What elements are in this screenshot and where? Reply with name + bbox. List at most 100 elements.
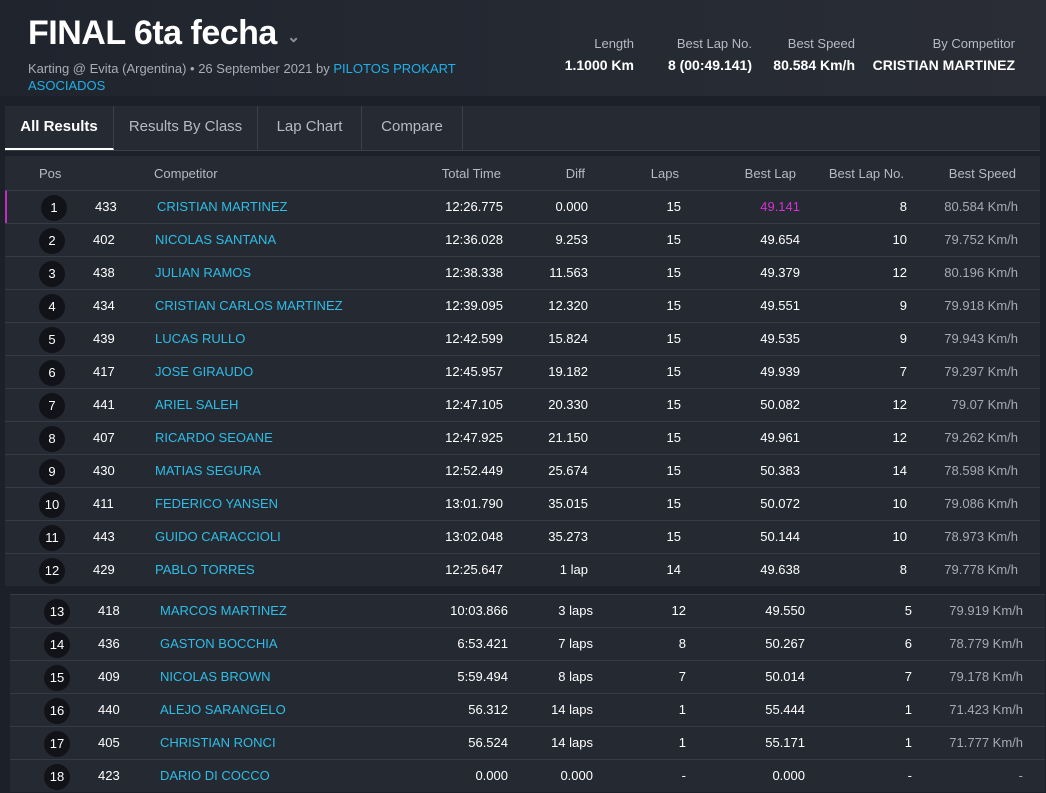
cell-competitor[interactable]: MARCOS MARTINEZ [160, 603, 287, 618]
cell-competitor[interactable]: LUCAS RULLO [155, 331, 246, 346]
tab-lap-chart[interactable]: Lap Chart [258, 106, 362, 150]
col-competitor[interactable]: Competitor [154, 166, 218, 181]
table-row[interactable]: 16 440 ALEJO SARANGELO 56.312 14 laps 1 55.444… [10, 693, 1045, 726]
cell-competitor[interactable]: DARIO DI COCCO [160, 768, 270, 783]
chevron-down-icon[interactable]: ⌄ [286, 28, 300, 46]
cell-pos: 9 [39, 459, 65, 485]
table-row[interactable]: 7 441 ARIEL SALEH 12:47.105 20.330 15 50.082 12… [5, 388, 1040, 421]
cell-kart-number: 409 [98, 669, 120, 684]
col-total-time[interactable]: Total Time [441, 166, 501, 181]
cell-best-speed: 79.262 Km/h [944, 430, 1018, 445]
results-table: Pos Competitor Total Time Diff Laps Best… [5, 156, 1045, 792]
cell-pos: 6 [39, 360, 65, 386]
cell-best-lap-no: 9 [899, 298, 907, 313]
cell-kart-number: 433 [95, 199, 117, 214]
cell-pos: 14 [44, 632, 70, 658]
table-row[interactable]: 6 417 JOSE GIRAUDO 12:45.957 19.182 15 49.939 7… [5, 355, 1040, 388]
table-row[interactable]: 18 423 DARIO DI COCCO 0.000 0.000 - 0.000 - - [10, 759, 1045, 792]
table-row[interactable]: 11 443 GUIDO CARACCIOLI 13:02.048 35.273 15 50… [5, 520, 1040, 553]
cell-best-lap-no: 1 [904, 735, 912, 750]
cell-competitor[interactable]: GUIDO CARACCIOLI [155, 529, 281, 544]
cell-kart-number: 402 [93, 232, 115, 247]
table-row[interactable]: 9 430 MATIAS SEGURA 12:52.449 25.674 15 50.383… [5, 454, 1040, 487]
table-row[interactable]: 8 407 RICARDO SEOANE 12:47.925 21.150 15 49.96… [5, 421, 1040, 454]
cell-pos: 7 [39, 393, 65, 419]
cell-competitor[interactable]: NICOLAS SANTANA [155, 232, 277, 247]
table-row[interactable]: 12 429 PABLO TORRES 12:25.647 1 lap 14 49.638 8… [5, 553, 1040, 586]
cell-pos: 4 [39, 294, 65, 320]
cell-competitor[interactable]: FEDERICO YANSEN [155, 496, 279, 511]
cell-laps: 15 [666, 298, 681, 313]
cell-competitor[interactable]: ARIEL SALEH [155, 397, 239, 412]
cell-best-speed: 79.178 Km/h [949, 669, 1023, 684]
col-pos[interactable]: Pos [39, 166, 62, 181]
cell-kart-number: 423 [98, 768, 120, 783]
stat-by-competitor-label: By Competitor [932, 36, 1015, 51]
cell-pos: 13 [44, 599, 70, 625]
stat-best-lap-no-value: 8 (00:49.141) [667, 57, 752, 73]
cell-best-speed: 78.973 Km/h [944, 529, 1018, 544]
cell-best-lap-no: 12 [892, 397, 907, 412]
tab-compare[interactable]: Compare [362, 106, 463, 150]
cell-competitor[interactable]: ALEJO SARANGELO [160, 702, 286, 717]
table-row[interactable]: 2 402 NICOLAS SANTANA 12:36.028 9.253 15 49.65… [5, 223, 1040, 256]
cell-diff: 14 laps [551, 702, 593, 717]
stat-length-label: Length [594, 36, 634, 51]
table-row[interactable]: 5 439 LUCAS RULLO 12:42.599 15.824 15 49.535 9 7… [5, 322, 1040, 355]
cell-total-time: 5:59.494 [457, 669, 508, 684]
table-row[interactable]: 17 405 CHRISTIAN RONCI 56.524 14 laps 1 55.171… [10, 726, 1045, 759]
table-row[interactable]: 10 411 FEDERICO YANSEN 13:01.790 35.015 15 50.… [5, 487, 1040, 520]
organizer-link[interactable]: PILOTOS PROKART ASOCIADOS [28, 61, 456, 93]
event-title[interactable]: FINAL 6ta fecha ⌄ [28, 14, 300, 53]
cell-best-lap-no: 7 [899, 364, 907, 379]
cell-competitor[interactable]: CRISTIAN MARTINEZ [157, 199, 288, 214]
cell-kart-number: 441 [93, 397, 115, 412]
table-row[interactable]: 14 436 GASTON BOCCHIA 6:53.421 7 laps 8 50.267… [10, 627, 1045, 660]
cell-competitor[interactable]: GASTON BOCCHIA [160, 636, 278, 651]
event-meta: Karting @ Evita (Argentina) • 26 Septemb… [28, 61, 330, 76]
col-diff[interactable]: Diff [565, 166, 585, 181]
event-title-text: FINAL 6ta fecha [28, 14, 277, 52]
cell-total-time: 12:26.775 [445, 199, 503, 214]
cell-competitor[interactable]: PABLO TORRES [155, 562, 255, 577]
tab-all-results[interactable]: All Results [5, 106, 114, 150]
cell-competitor[interactable]: RICARDO SEOANE [155, 430, 273, 445]
cell-best-lap: 50.072 [760, 496, 800, 511]
event-subtitle: Karting @ Evita (Argentina) • 26 Septemb… [28, 60, 488, 94]
cell-best-speed: - [1018, 768, 1023, 783]
cell-best-speed: 80.584 Km/h [944, 199, 1018, 214]
cell-kart-number: 430 [93, 463, 115, 478]
cell-best-speed: 78.598 Km/h [944, 463, 1018, 478]
cell-competitor[interactable]: NICOLAS BROWN [160, 669, 271, 684]
cell-best-lap: 50.383 [760, 463, 800, 478]
col-best-speed[interactable]: Best Speed [948, 166, 1016, 181]
cell-laps: 7 [678, 669, 686, 684]
cell-best-lap: 49.551 [760, 298, 800, 313]
cell-competitor[interactable]: CHRISTIAN RONCI [160, 735, 276, 750]
col-best-lap[interactable]: Best Lap [744, 166, 796, 181]
cell-competitor[interactable]: JOSE GIRAUDO [155, 364, 254, 379]
table-row[interactable]: 1 433 CRISTIAN MARTINEZ 12:26.775 0.000 15 49.… [5, 190, 1040, 223]
table-row[interactable]: 13 418 MARCOS MARTINEZ 10:03.866 3 laps 12 49.… [10, 594, 1045, 627]
cell-kart-number: 439 [93, 331, 115, 346]
table-row[interactable]: 15 409 NICOLAS BROWN 5:59.494 8 laps 7 50.014 7… [10, 660, 1045, 693]
cell-best-lap-no: 10 [892, 496, 907, 511]
cell-total-time: 12:45.957 [445, 364, 503, 379]
cell-competitor[interactable]: CRISTIAN CARLOS MARTINEZ [155, 298, 343, 313]
cell-kart-number: 434 [93, 298, 115, 313]
cell-competitor[interactable]: JULIAN RAMOS [155, 265, 252, 280]
table-row[interactable]: 4 434 CRISTIAN CARLOS MARTINEZ 12:39.095 12.… [5, 289, 1040, 322]
cell-best-lap: 50.267 [765, 636, 805, 651]
cell-best-lap-no: 8 [899, 562, 907, 577]
cell-competitor[interactable]: MATIAS SEGURA [155, 463, 261, 478]
tab-results-by-class[interactable]: Results By Class [114, 106, 258, 150]
cell-total-time: 0.000 [475, 768, 508, 783]
cell-total-time: 10:03.866 [450, 603, 508, 618]
cell-pos: 5 [39, 327, 65, 353]
table-row[interactable]: 3 438 JULIAN RAMOS 12:38.338 11.563 15 49.379 1… [5, 256, 1040, 289]
col-best-lap-no[interactable]: Best Lap No. [828, 166, 904, 181]
col-laps[interactable]: Laps [650, 166, 679, 181]
table-header: Pos Competitor Total Time Diff Laps Best… [5, 156, 1040, 190]
cell-best-lap: 49.654 [760, 232, 800, 247]
cell-diff: 21.150 [548, 430, 588, 445]
